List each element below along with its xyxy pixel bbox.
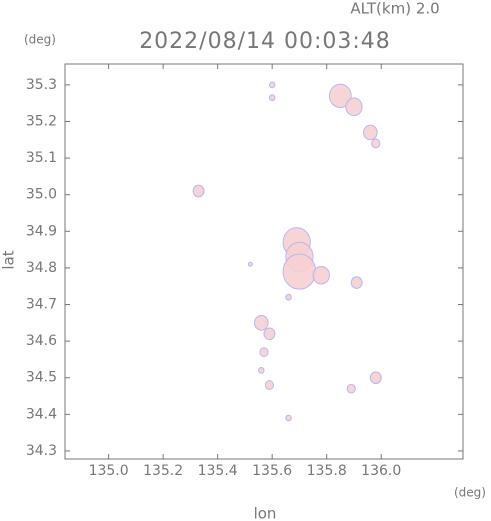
plot-frame bbox=[64, 63, 464, 460]
echo-cell bbox=[282, 253, 317, 290]
x-tick-label: 135.6 bbox=[252, 463, 292, 479]
echo-cell bbox=[350, 276, 363, 289]
y-unit: (deg) bbox=[24, 33, 56, 47]
y-tick-label: 34.6 bbox=[26, 333, 57, 349]
echo-cell bbox=[247, 261, 253, 267]
echo-cell bbox=[259, 347, 269, 357]
y-tick-label: 34.7 bbox=[26, 297, 57, 313]
subtitle: ALT(km) 2.0 bbox=[350, 0, 439, 18]
echo-cell bbox=[253, 314, 269, 331]
echo-cell bbox=[192, 184, 205, 198]
x-tick-label: 135.8 bbox=[307, 463, 347, 479]
echo-cell bbox=[285, 293, 292, 301]
y-tick-label: 35.1 bbox=[26, 150, 57, 166]
echo-cell bbox=[346, 383, 356, 394]
y-tick-label: 34.5 bbox=[26, 370, 57, 386]
x-tick-label: 135.2 bbox=[143, 463, 183, 479]
echo-cell bbox=[312, 265, 330, 285]
echo-cell bbox=[268, 81, 276, 89]
echo-cell bbox=[264, 380, 275, 390]
x-tick-label: 135.0 bbox=[89, 463, 129, 479]
echo-cell bbox=[263, 327, 276, 341]
echo-cell bbox=[371, 138, 381, 149]
y-tick-label: 34.3 bbox=[26, 443, 57, 459]
y-tick-label: 34.4 bbox=[26, 406, 57, 422]
echo-cell bbox=[258, 366, 265, 374]
y-axis-label: lat bbox=[0, 250, 18, 269]
x-tick-label: 136.0 bbox=[361, 463, 401, 479]
echo-cell bbox=[285, 414, 292, 422]
y-tick-label: 34.9 bbox=[26, 223, 57, 239]
echo-cell bbox=[328, 83, 352, 109]
y-tick-label: 35.2 bbox=[26, 113, 57, 129]
echo-cell bbox=[369, 371, 382, 385]
y-tick-label: 35.3 bbox=[26, 77, 57, 93]
x-axis-label: lon bbox=[254, 505, 277, 521]
echo-cell bbox=[345, 97, 363, 117]
x-unit: (deg) bbox=[454, 486, 486, 500]
y-tick-label: 34.8 bbox=[26, 260, 57, 276]
y-tick-label: 35.0 bbox=[26, 187, 57, 203]
echo-cell bbox=[363, 124, 378, 141]
x-tick-label: 135.4 bbox=[198, 463, 238, 479]
chart-title: 2022/08/14 00:03:48 bbox=[139, 29, 391, 54]
echo-cell bbox=[268, 94, 276, 102]
